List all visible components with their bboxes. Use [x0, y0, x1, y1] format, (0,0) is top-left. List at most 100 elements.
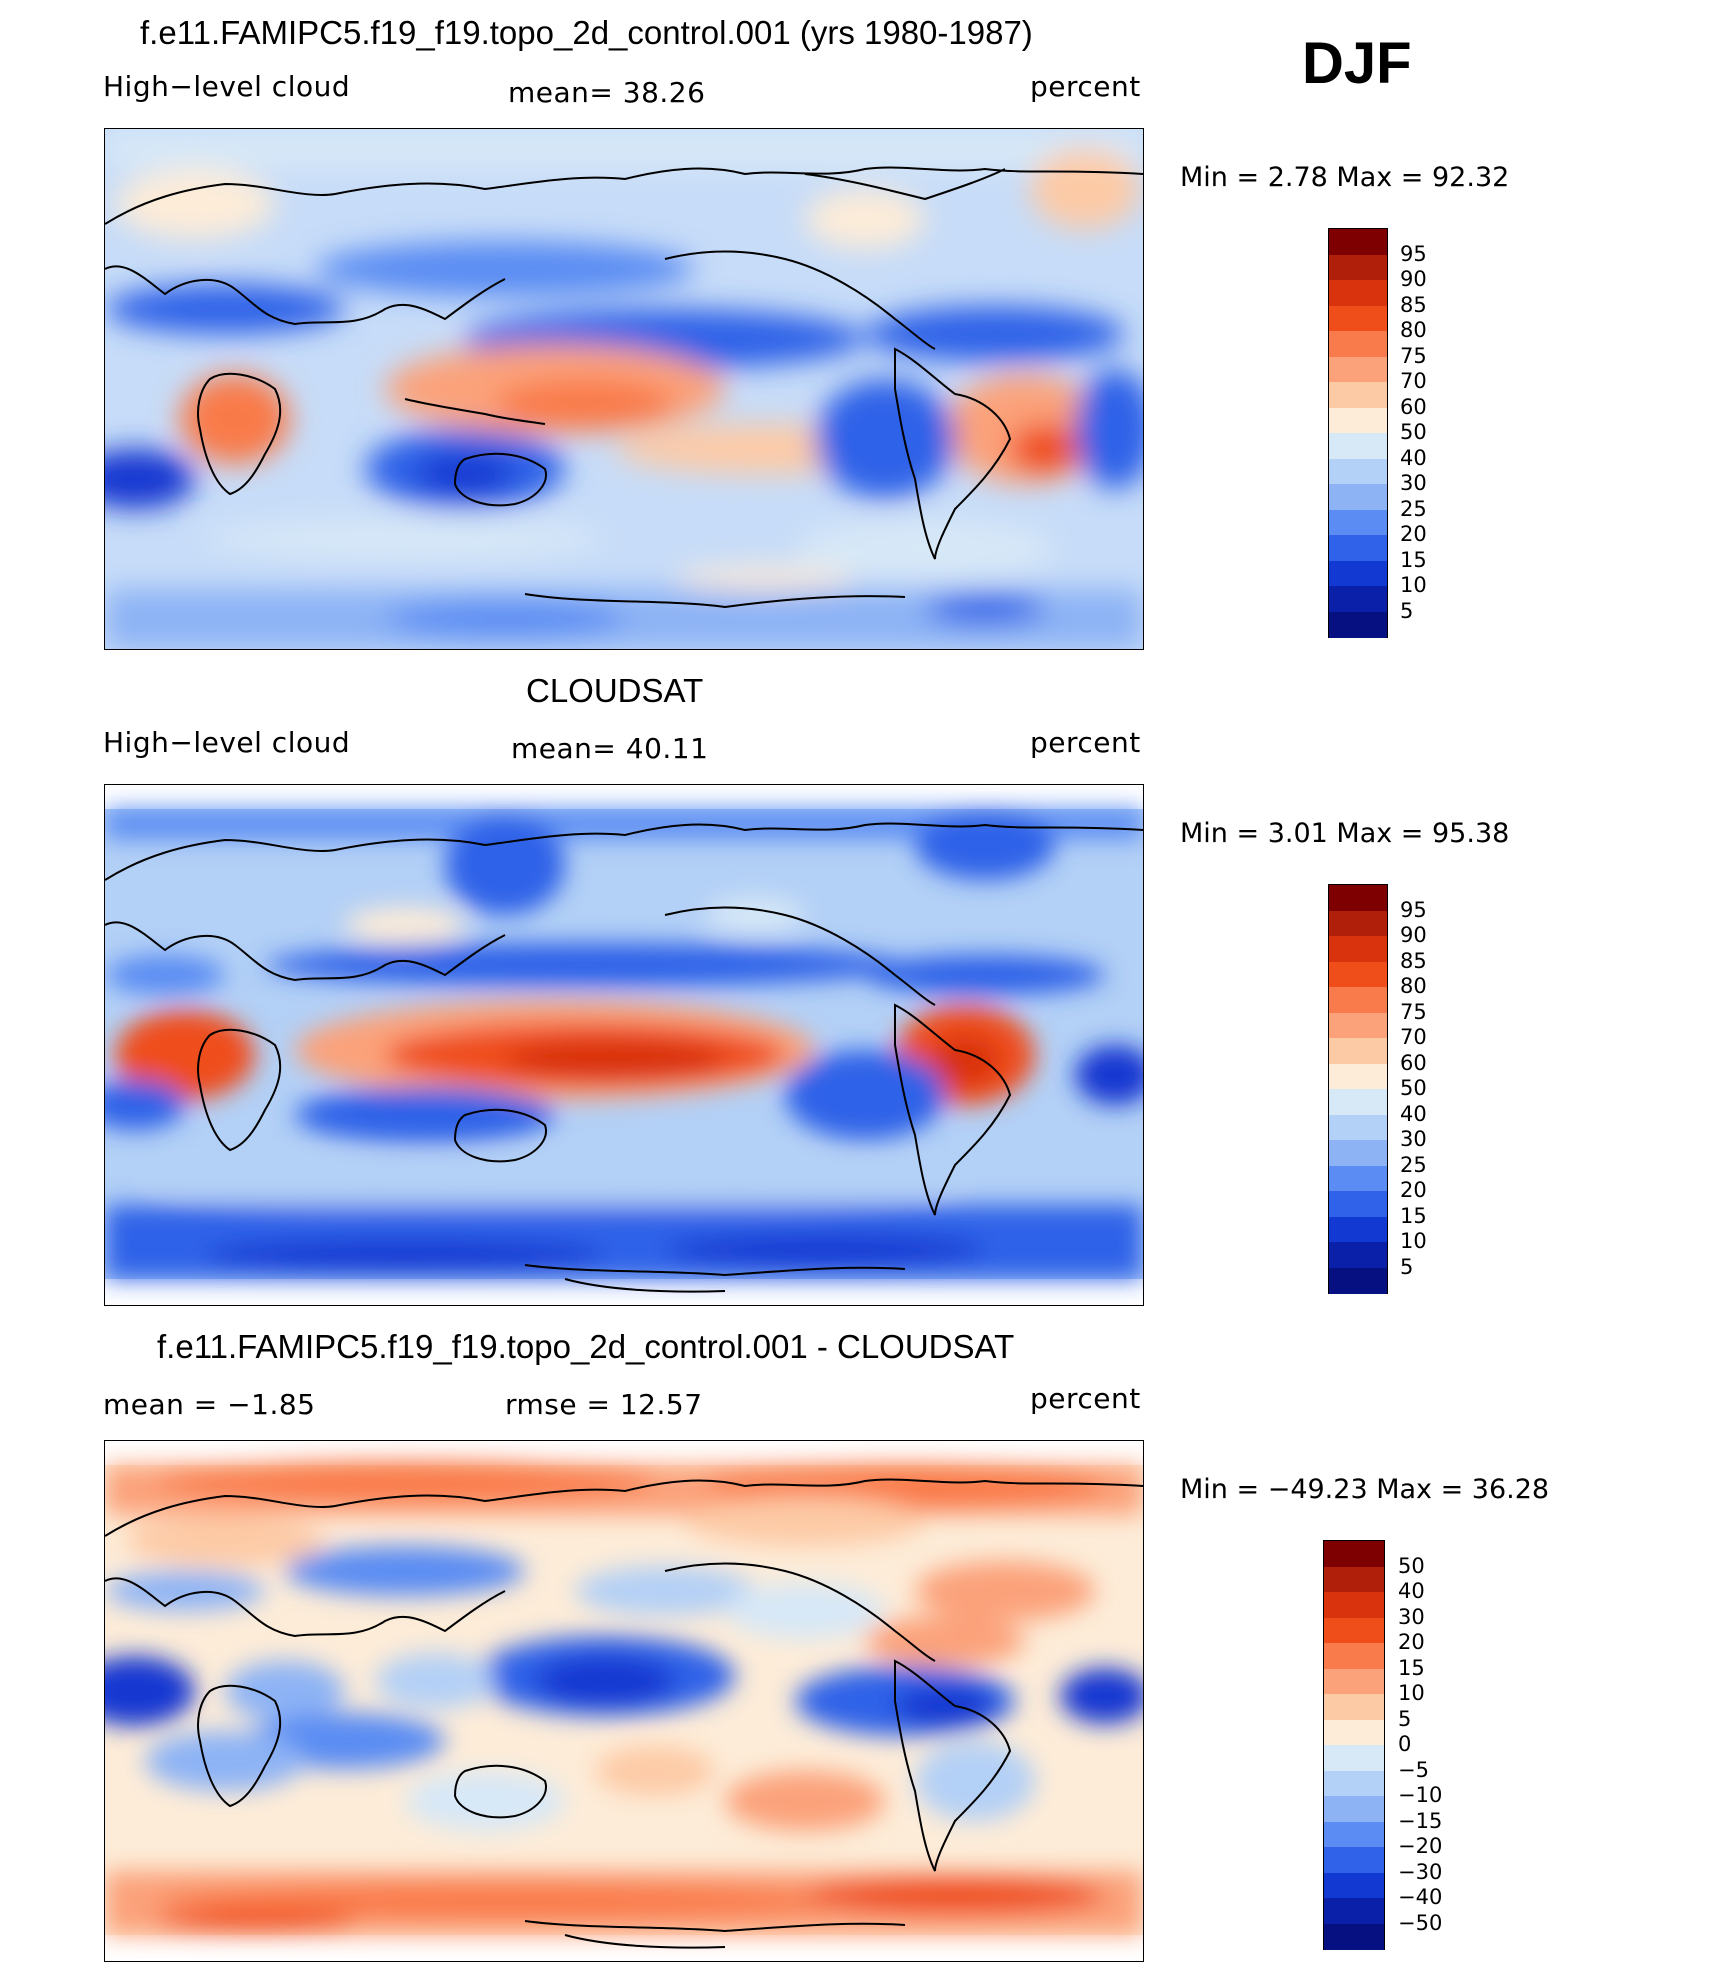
colorbar-swatch — [1329, 910, 1387, 937]
colorbar-tick-label: 90 — [1400, 923, 1427, 947]
colorbar-swatch — [1324, 1847, 1384, 1873]
colorbar-swatch — [1329, 509, 1387, 536]
colorbar-swatch — [1329, 331, 1387, 357]
panel-2-coastlines — [105, 822, 1143, 1293]
colorbar-tick-label: 50 — [1398, 1553, 1425, 1578]
colorbar-tick-label: 40 — [1400, 445, 1427, 470]
colorbar-tick-label: 85 — [1400, 948, 1427, 973]
panel-1-units-label: percent — [1030, 70, 1141, 103]
colorbar-tick-label: 20 — [1400, 1178, 1427, 1202]
colorbar-tick-label: 50 — [1400, 1076, 1427, 1100]
colorbar-tick-label: 15 — [1398, 1655, 1425, 1680]
panel-3-min-max: Min = −49.23 Max = 36.28 — [1180, 1474, 1550, 1505]
colorbar-swatch — [1324, 1719, 1384, 1746]
colorbar-tick-label: 5 — [1400, 598, 1414, 623]
colorbar-swatch — [1329, 987, 1387, 1013]
colorbar-swatch — [1324, 1643, 1384, 1669]
colorbar-tick-label: 5 — [1398, 1706, 1412, 1731]
colorbar-swatch — [1324, 1541, 1384, 1567]
panel-3-title: f.e11.FAMIPC5.f19_f19.topo_2d_control.00… — [157, 1328, 1015, 1365]
colorbar-tick-label: 75 — [1400, 999, 1427, 1024]
colorbar-swatch — [1329, 305, 1387, 332]
colorbar-swatch — [1324, 1617, 1384, 1644]
season-label: DJF — [1302, 31, 1412, 96]
colorbar-swatch — [1329, 535, 1387, 561]
colorbar-tick-label: 20 — [1398, 1630, 1425, 1654]
panel-1-colorbar — [1328, 228, 1388, 638]
colorbar-swatch — [1329, 1267, 1387, 1294]
colorbar-swatch — [1329, 961, 1387, 988]
panel-1-mean-label: mean= 38.26 — [508, 76, 706, 109]
panel-2-variable-label: High−level cloud — [103, 726, 351, 759]
panel-1-variable-label: High−level cloud — [103, 70, 351, 103]
colorbar-tick-label: 10 — [1400, 573, 1427, 597]
panel-3-coastlines — [105, 1478, 1143, 1949]
colorbar-swatch — [1329, 1191, 1387, 1217]
panel-1-title: f.e11.FAMIPC5.f19_f19.topo_2d_control.00… — [140, 14, 1033, 51]
colorbar-tick-label: 20 — [1400, 522, 1427, 546]
colorbar-swatch — [1329, 229, 1387, 255]
panel-3-units-label: percent — [1030, 1382, 1141, 1415]
panel-1-colorbar-labels: 95 90 85 80 75 70 60 50 40 30 25 20 15 10 5 — [1400, 228, 1460, 636]
colorbar-tick-label: 30 — [1398, 1604, 1425, 1629]
panel-2-title: CLOUDSAT — [526, 672, 704, 709]
colorbar-swatch — [1329, 1114, 1387, 1141]
panel-2-contour-field — [105, 785, 1143, 1305]
colorbar-tick-label: −5 — [1398, 1757, 1429, 1782]
panel-1-coastlines — [105, 166, 1143, 609]
colorbar-tick-label: −10 — [1398, 1783, 1443, 1807]
colorbar-swatch — [1329, 433, 1387, 459]
colorbar-swatch — [1324, 1592, 1384, 1618]
colorbar-tick-label: −30 — [1398, 1859, 1443, 1884]
colorbar-swatch — [1329, 1038, 1387, 1064]
colorbar-swatch — [1324, 1821, 1384, 1848]
colorbar-tick-label: 25 — [1400, 1152, 1427, 1177]
colorbar-tick-label: 60 — [1400, 1050, 1427, 1075]
colorbar-swatch — [1324, 1668, 1384, 1695]
colorbar-tick-label: 70 — [1400, 1025, 1427, 1049]
colorbar-tick-label: 0 — [1398, 1732, 1412, 1756]
colorbar-tick-label: 85 — [1400, 292, 1427, 317]
colorbar-tick-label: 90 — [1400, 267, 1427, 291]
colorbar-swatch — [1324, 1694, 1384, 1720]
colorbar-tick-label: 15 — [1400, 547, 1427, 572]
panel-3-colorbar — [1323, 1540, 1385, 1950]
panel-3-colorbar-labels: 50 40 30 20 15 10 5 0 −5 −10 −15 −20 −30 −40 −50 — [1398, 1540, 1468, 1948]
colorbar-tick-label: −20 — [1398, 1834, 1443, 1858]
colorbar-swatch — [1329, 254, 1387, 281]
colorbar-tick-label: 30 — [1400, 1127, 1427, 1151]
colorbar-swatch — [1324, 1872, 1384, 1899]
colorbar-swatch — [1329, 382, 1387, 408]
colorbar-tick-label: 95 — [1400, 897, 1427, 922]
colorbar-tick-label: 95 — [1400, 241, 1427, 266]
colorbar-tick-label: 50 — [1400, 420, 1427, 444]
colorbar-tick-label: 75 — [1400, 343, 1427, 368]
colorbar-swatch — [1329, 407, 1387, 434]
colorbar-tick-label: 5 — [1400, 1254, 1414, 1279]
colorbar-tick-label: 15 — [1400, 1203, 1427, 1228]
colorbar-swatch — [1324, 1796, 1384, 1822]
panel-2-min-max: Min = 3.01 Max = 95.38 — [1180, 818, 1510, 849]
colorbar-tick-label: 25 — [1400, 496, 1427, 521]
panel-3-rmse-label: rmse = 12.57 — [505, 1388, 703, 1421]
colorbar-swatch — [1329, 611, 1387, 638]
colorbar-swatch — [1324, 1745, 1384, 1771]
panel-3-mean-label: mean = −1.85 — [103, 1388, 316, 1421]
colorbar-swatch — [1329, 586, 1387, 612]
colorbar-swatch — [1324, 1898, 1384, 1924]
colorbar-swatch — [1329, 1165, 1387, 1192]
colorbar-tick-label: −50 — [1398, 1910, 1443, 1935]
colorbar-swatch — [1324, 1566, 1384, 1593]
colorbar-swatch — [1329, 1089, 1387, 1115]
panel-1-map — [104, 128, 1144, 650]
panel-1-min-max: Min = 2.78 Max = 92.32 — [1180, 162, 1510, 193]
colorbar-tick-label: 60 — [1400, 394, 1427, 419]
colorbar-swatch — [1329, 1140, 1387, 1166]
colorbar-swatch — [1329, 280, 1387, 306]
colorbar-tick-label: 70 — [1400, 369, 1427, 393]
panel-1-contour-field — [105, 129, 1143, 649]
colorbar-swatch — [1324, 1770, 1384, 1797]
panel-2-mean-label: mean= 40.11 — [511, 732, 709, 765]
colorbar-swatch — [1329, 1242, 1387, 1268]
colorbar-swatch — [1329, 560, 1387, 587]
